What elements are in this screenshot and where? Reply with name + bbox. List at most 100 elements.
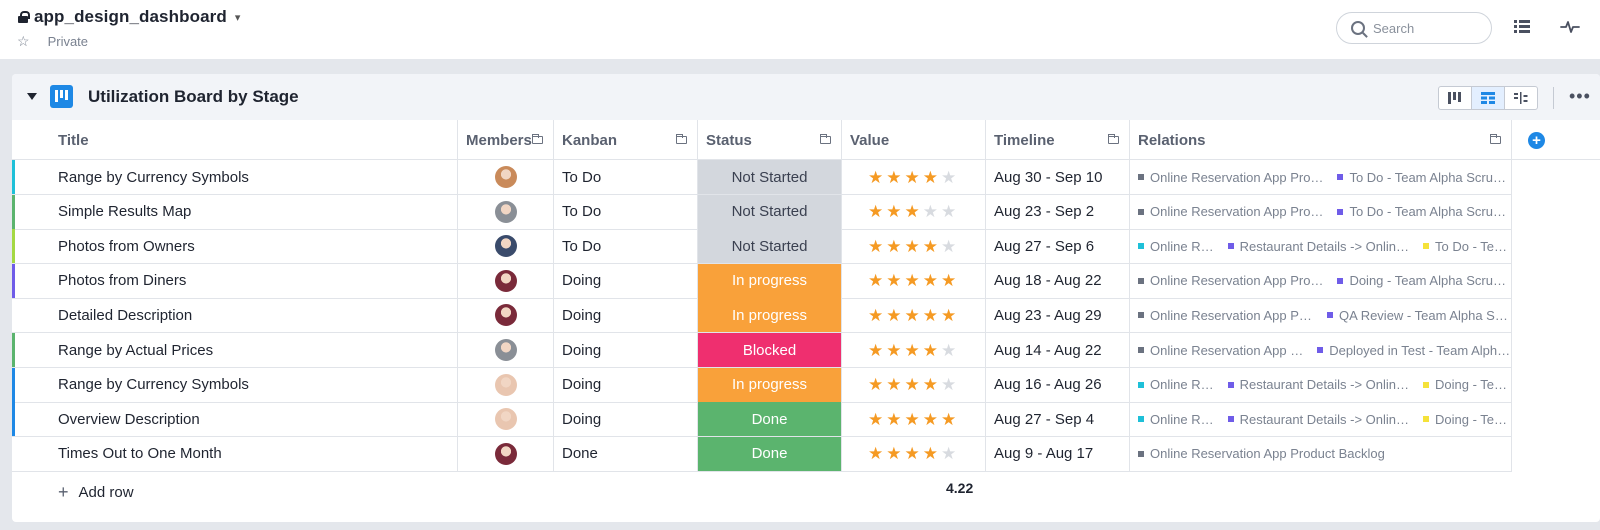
table-row[interactable]: Simple Results Map To Do Not Started ★ ★ ★ ★ ★… (12, 194, 1511, 230)
relations-cell[interactable]: Online R… Restaurant Details -> Onlin… D… (1129, 402, 1511, 437)
folder-icon[interactable] (1490, 134, 1501, 144)
title-cell[interactable]: Photos from Diners (58, 272, 187, 290)
value-rating-cell[interactable]: ★ ★ ★ ★ ★ (841, 160, 985, 194)
star-icon[interactable]: ★ (886, 409, 902, 429)
folder-icon[interactable] (820, 134, 831, 144)
members-cell[interactable] (457, 298, 553, 333)
relation-link[interactable]: Doing - Te… (1423, 412, 1507, 427)
star-icon[interactable]: ★ (922, 340, 938, 360)
star-icon[interactable]: ★ (904, 444, 920, 464)
star-icon[interactable]: ★ (904, 375, 920, 395)
star-icon[interactable]: ★ (941, 305, 957, 325)
title-cell[interactable]: Photos from Owners (58, 237, 195, 255)
relations-cell[interactable]: Online R… Restaurant Details -> Onlin… D… (1129, 367, 1511, 402)
table-view-button[interactable] (1472, 87, 1505, 109)
title-cell[interactable]: Range by Currency Symbols (58, 376, 249, 394)
timeline-cell[interactable]: Aug 27 - Sep 6 (985, 229, 1129, 264)
star-icon[interactable]: ★ (904, 167, 920, 187)
star-icon[interactable]: ★ (904, 202, 920, 222)
timeline-cell[interactable]: Aug 30 - Sep 10 (985, 160, 1129, 194)
board-view-button[interactable] (1439, 87, 1472, 109)
relation-link[interactable]: Restaurant Details -> Onlin… (1227, 377, 1409, 392)
star-icon[interactable]: ★ (868, 305, 884, 325)
folder-icon[interactable] (532, 134, 543, 144)
activity-icon[interactable] (1560, 18, 1580, 36)
avatar[interactable] (494, 442, 517, 465)
search-input[interactable] (1373, 20, 1473, 36)
relation-link[interactable]: QA Review - Team Alpha Sc… (1327, 308, 1511, 323)
title-cell[interactable]: Overview Description (58, 410, 200, 428)
table-row[interactable]: Times Out to One Month Done Done ★ ★ ★ ★ ★ Aug … (12, 436, 1511, 472)
status-cell[interactable]: In progress (697, 298, 841, 333)
star-icon[interactable]: ★ (922, 409, 938, 429)
kanban-cell[interactable]: Doing (553, 367, 697, 402)
column-header-members[interactable]: Members (457, 120, 553, 160)
relation-link[interactable]: Doing - Team Alpha Scru… (1337, 273, 1506, 288)
timeline-cell[interactable]: Aug 23 - Sep 2 (985, 194, 1129, 229)
kanban-cell[interactable]: To Do (553, 160, 697, 194)
star-icon[interactable]: ★ (886, 305, 902, 325)
avatar[interactable] (494, 200, 517, 223)
relation-link[interactable]: To Do - Te… (1423, 239, 1507, 254)
avatar[interactable] (494, 166, 517, 188)
value-rating-cell[interactable]: ★ ★ ★ ★ ★ (841, 229, 985, 264)
title-cell[interactable]: Times Out to One Month (58, 445, 222, 463)
status-cell[interactable]: Done (697, 402, 841, 437)
timeline-cell[interactable]: Aug 27 - Sep 4 (985, 402, 1129, 437)
relations-cell[interactable]: Online R… Restaurant Details -> Onlin… T… (1129, 229, 1511, 264)
star-icon[interactable]: ★ (922, 375, 938, 395)
title-cell[interactable]: Range by Currency Symbols (58, 168, 249, 186)
star-icon[interactable]: ★ (922, 305, 938, 325)
table-row[interactable]: Photos from Owners To Do Not Started ★ ★ ★ ★ ★… (12, 229, 1511, 265)
star-icon[interactable]: ★ (886, 236, 902, 256)
avatar[interactable] (494, 339, 517, 361)
relation-link[interactable]: Online Reservation App Pr… (1138, 308, 1313, 323)
status-cell[interactable]: Not Started (697, 160, 841, 194)
timeline-cell[interactable]: Aug 23 - Aug 29 (985, 298, 1129, 333)
value-rating-cell[interactable]: ★ ★ ★ ★ ★ (841, 194, 985, 229)
table-row[interactable]: Overview Description Doing Done ★ ★ ★ ★ ★ Aug 2… (12, 402, 1511, 438)
avatar[interactable] (494, 269, 517, 292)
star-icon[interactable]: ★ (886, 271, 902, 291)
timeline-cell[interactable]: Aug 16 - Aug 26 (985, 367, 1129, 402)
star-icon[interactable]: ★ (904, 305, 920, 325)
relations-cell[interactable]: Online Reservation App Pro… To Do - Team… (1129, 194, 1511, 229)
kanban-cell[interactable]: Doing (553, 402, 697, 437)
star-icon[interactable]: ★ (922, 271, 938, 291)
value-rating-cell[interactable]: ★ ★ ★ ★ ★ (841, 263, 985, 298)
relation-link[interactable]: Online Reservation App Pro… (1138, 170, 1323, 185)
star-icon[interactable]: ★ (941, 444, 957, 464)
relation-link[interactable]: Doing - Te… (1423, 377, 1507, 392)
kanban-cell[interactable]: To Do (553, 229, 697, 264)
split-view-button[interactable] (1505, 87, 1537, 109)
chevron-down-icon[interactable]: ▾ (234, 11, 241, 24)
star-icon[interactable]: ★ (904, 340, 920, 360)
star-icon[interactable]: ★ (886, 340, 902, 360)
folder-icon[interactable] (1108, 134, 1119, 144)
relation-link[interactable]: Online Reservation App Product Backlog (1138, 446, 1385, 461)
star-icon[interactable]: ★ (922, 444, 938, 464)
star-icon[interactable]: ★ (868, 271, 884, 291)
status-cell[interactable]: Done (697, 436, 841, 471)
table-row[interactable]: Detailed Description Doing In progress ★ ★ ★… (12, 298, 1511, 334)
avatar[interactable] (494, 408, 517, 431)
add-row-button[interactable]: + Add row (58, 482, 134, 503)
star-icon[interactable]: ★ (941, 340, 957, 360)
avatar[interactable] (494, 235, 517, 258)
kanban-cell[interactable]: Doing (553, 263, 697, 298)
kanban-cell[interactable]: To Do (553, 194, 697, 229)
members-cell[interactable] (457, 229, 553, 264)
add-column-plus-icon[interactable]: + (1528, 132, 1545, 149)
star-icon[interactable]: ★ (941, 271, 957, 291)
star-icon[interactable]: ★ (886, 444, 902, 464)
app-title-row[interactable]: app_design_dashboard ▾ (18, 7, 240, 27)
kanban-cell[interactable]: Doing (553, 298, 697, 333)
relation-link[interactable]: Deployed in Test - Team Alph… (1317, 343, 1510, 358)
value-rating-cell[interactable]: ★ ★ ★ ★ ★ (841, 333, 985, 367)
members-cell[interactable] (457, 402, 553, 437)
column-header-title[interactable]: Title (58, 131, 89, 149)
star-outline-icon[interactable]: ☆ (17, 33, 30, 49)
star-icon[interactable]: ★ (868, 202, 884, 222)
column-header-status[interactable]: Status (697, 120, 841, 160)
relation-link[interactable]: Online R… (1138, 239, 1214, 254)
